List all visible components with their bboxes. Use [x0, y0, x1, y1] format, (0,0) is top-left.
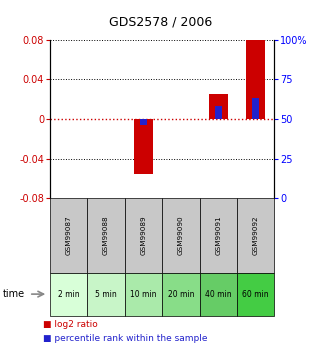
Bar [247, 40, 265, 119]
Text: GSM99090: GSM99090 [178, 216, 184, 255]
Bar [134, 119, 153, 174]
Bar [140, 119, 147, 125]
Bar [252, 98, 259, 119]
Text: ■ log2 ratio: ■ log2 ratio [43, 320, 98, 329]
Text: time: time [3, 289, 25, 299]
Text: GSM99087: GSM99087 [65, 216, 72, 255]
Text: GSM99089: GSM99089 [140, 216, 146, 255]
Bar [214, 106, 222, 119]
Bar [209, 94, 228, 119]
Text: 20 min: 20 min [168, 289, 194, 299]
Text: GSM99088: GSM99088 [103, 216, 109, 255]
Text: GSM99091: GSM99091 [215, 216, 221, 255]
Text: 2 min: 2 min [58, 289, 79, 299]
Text: GSM99092: GSM99092 [253, 216, 259, 255]
Text: 10 min: 10 min [130, 289, 157, 299]
Text: 5 min: 5 min [95, 289, 117, 299]
Text: ■ percentile rank within the sample: ■ percentile rank within the sample [43, 334, 208, 343]
Text: GDS2578 / 2006: GDS2578 / 2006 [109, 16, 212, 29]
Text: 60 min: 60 min [242, 289, 269, 299]
Text: 40 min: 40 min [205, 289, 231, 299]
